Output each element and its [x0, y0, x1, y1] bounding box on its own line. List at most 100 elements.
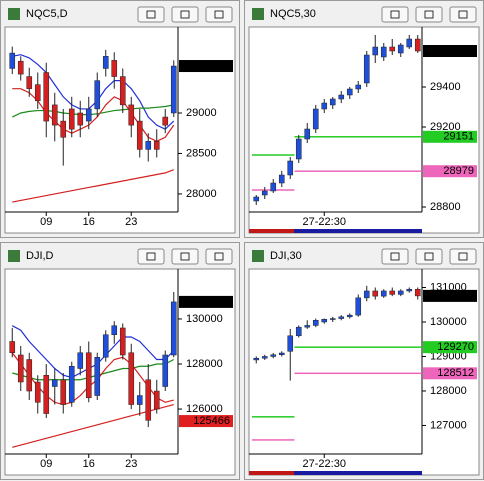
price-tag-label: 29151 [443, 131, 474, 143]
y-tick-label: 128000 [186, 358, 223, 370]
window-icon [8, 8, 20, 20]
price-tag [423, 367, 477, 380]
price-tag-label: 128512 [437, 367, 474, 379]
restore-button[interactable] [415, 248, 443, 265]
minimize-button[interactable] [381, 6, 409, 23]
window-icon [8, 250, 20, 262]
candle-body [68, 366, 75, 403]
candle-body [253, 357, 260, 361]
price-tag [423, 341, 477, 354]
close-button[interactable] [449, 6, 477, 23]
candle-body [77, 352, 84, 369]
candle-body [321, 102, 328, 110]
x-tick-label: 23 [125, 458, 137, 470]
close-button[interactable] [449, 248, 477, 265]
candle-body [17, 354, 24, 383]
restore-button[interactable] [171, 248, 199, 265]
candle-body [145, 379, 152, 421]
price-tag [423, 130, 477, 143]
chart-title: DJI,D [26, 250, 54, 262]
price-tag-label: 130757 [193, 296, 230, 308]
candle-body [128, 104, 135, 126]
candle-body [153, 390, 160, 410]
candle-body [51, 379, 58, 387]
candle-body [338, 316, 345, 319]
candle-body [85, 108, 92, 122]
session-bar [294, 471, 422, 475]
chart-title: NQC5,30 [270, 8, 316, 20]
candle-body [270, 182, 277, 192]
close-glyph [458, 252, 468, 261]
y-tick-label: 29400 [430, 81, 461, 93]
candle-body [60, 379, 67, 405]
x-tick-label: 09 [40, 216, 52, 228]
candle-body [287, 160, 294, 176]
minimize-button[interactable] [137, 6, 165, 23]
price-tag [179, 60, 233, 73]
candle-body [60, 120, 67, 138]
candle-body [414, 38, 421, 52]
restore-glyph [180, 252, 190, 261]
candle-body [270, 354, 277, 357]
candle-body [329, 318, 336, 320]
candle-body [253, 196, 260, 202]
x-tick-label: 23 [125, 216, 137, 228]
candle-body [329, 98, 336, 106]
candle-body [111, 325, 118, 335]
restore-glyph [424, 10, 434, 19]
minimize-button[interactable] [137, 248, 165, 265]
candle-body [102, 334, 109, 358]
candle-body [389, 46, 396, 52]
candle-body [397, 290, 404, 295]
restore-button[interactable] [415, 6, 443, 23]
candle-body [363, 54, 370, 84]
minimize-glyph [390, 252, 400, 261]
candle-body [389, 290, 396, 295]
candle-body [304, 128, 311, 140]
y-tick-label: 128000 [430, 385, 467, 397]
candle-body [380, 46, 387, 58]
candle-body [355, 84, 362, 90]
chart-title: NQC5,D [26, 8, 68, 20]
price-tag-label: 129270 [437, 341, 474, 353]
price-tag [423, 45, 477, 57]
candle-body [170, 301, 177, 356]
candle-body [406, 38, 413, 48]
candle-body [43, 72, 50, 122]
candle-body [9, 52, 16, 69]
close-button[interactable] [205, 6, 233, 23]
candle-body [338, 94, 345, 100]
price-tag-label: 130757 [437, 290, 474, 302]
candle-body [278, 174, 285, 184]
candle-body [304, 325, 311, 328]
price-tag [423, 289, 477, 302]
ma-line [12, 54, 175, 130]
session-bar [294, 229, 422, 233]
ma-line [11, 104, 174, 118]
candle-body [295, 326, 302, 337]
candle-body [51, 104, 58, 126]
y-tick-label: 127000 [430, 419, 467, 431]
candle-body [9, 341, 16, 353]
y-tick-label: 29000 [186, 107, 217, 119]
ma-line [11, 325, 175, 379]
close-button[interactable] [205, 248, 233, 265]
minimize-glyph [146, 252, 156, 261]
candle-body [312, 108, 319, 130]
chart-window: DJI,3012700012800012900013000013100027-2… [244, 242, 484, 480]
candle-body [26, 76, 33, 89]
candle-body [397, 44, 404, 54]
candle-body [94, 356, 101, 396]
close-glyph [458, 10, 468, 19]
candle-body [43, 375, 50, 414]
candle-body [128, 352, 135, 405]
price-tag-label: 29580 [199, 60, 230, 72]
candle-body [85, 352, 92, 399]
window-icon [252, 8, 264, 20]
close-glyph [214, 10, 224, 19]
minimize-button[interactable] [381, 248, 409, 265]
plot-area [4, 26, 236, 234]
restore-button[interactable] [171, 6, 199, 23]
